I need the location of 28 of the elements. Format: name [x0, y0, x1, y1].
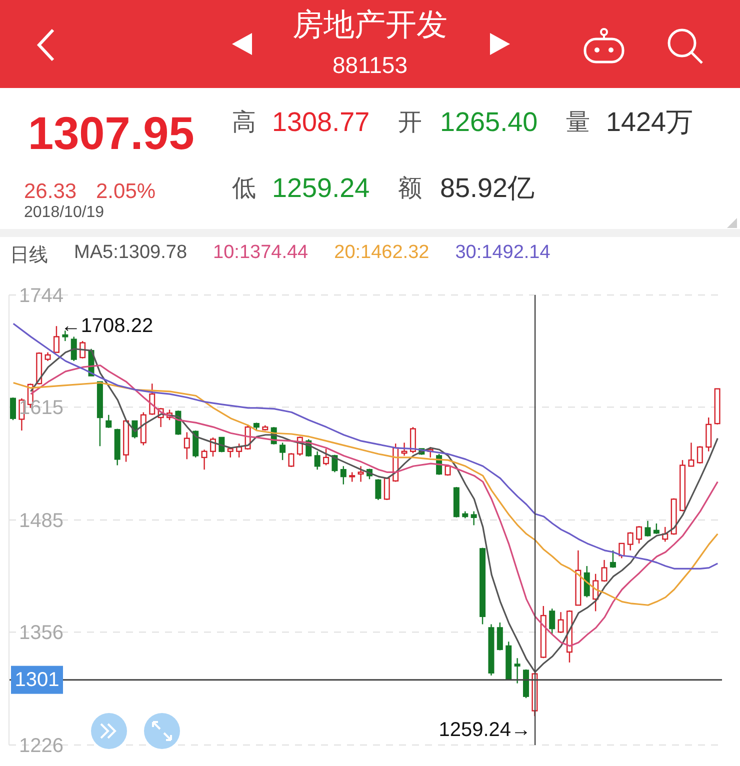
text: 低: [232, 175, 256, 202]
chart-subtitle: 881153: [331, 52, 409, 79]
text: 高: [232, 109, 256, 136]
text: 量: [566, 109, 590, 136]
text: MA5:1309.78: [74, 242, 188, 265]
y-tick-label: 1226: [19, 735, 64, 758]
text: 26.33: [24, 180, 77, 204]
text: 2.05%: [96, 180, 156, 204]
annotation: ←1708.22: [60, 315, 154, 338]
text: 30:1492.14: [455, 242, 550, 265]
y-tick-label: 1485: [19, 510, 64, 532]
text: 2018/10/19: [24, 204, 104, 222]
text: 20:1462.32: [334, 242, 430, 265]
y-tick-label: 1356: [19, 622, 64, 644]
text: 开: [398, 109, 422, 136]
text: 额: [398, 175, 422, 202]
text: 1265.40: [440, 107, 538, 138]
text: 1307.95: [28, 107, 194, 159]
text: 1424万: [606, 107, 694, 138]
y-tick-label: 1744: [19, 285, 64, 308]
legend-title: 日线: [10, 244, 48, 268]
text: 1308.77: [272, 107, 370, 138]
text: 1259.24: [272, 173, 370, 204]
ref-line-label: 1301: [14, 668, 60, 691]
chart-title: 房地产开发: [292, 6, 448, 44]
text: 85.92亿: [440, 173, 535, 204]
annotation: 1259.24→: [438, 719, 532, 742]
text: 10:1374.44: [213, 242, 308, 265]
